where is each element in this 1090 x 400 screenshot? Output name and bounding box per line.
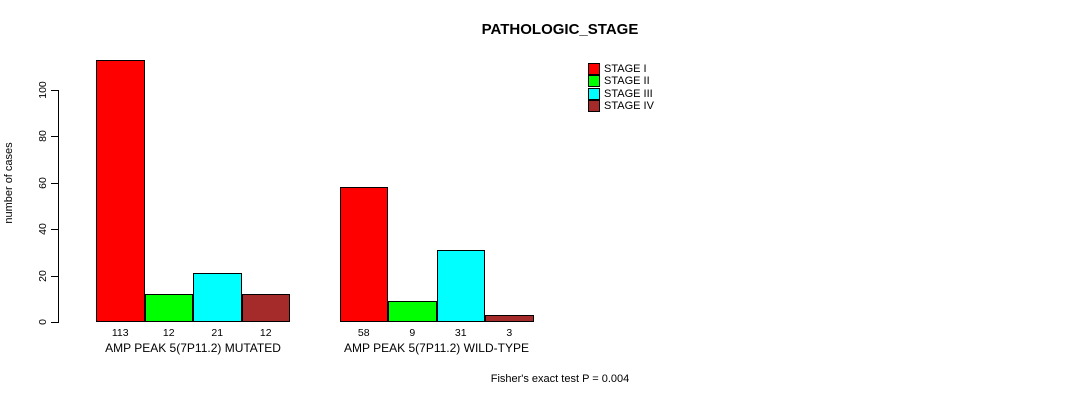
legend-label: STAGE II	[604, 75, 650, 88]
bar-value-label: 12	[162, 326, 175, 339]
bar-value-label: 58	[357, 326, 370, 339]
bar-value-label: 3	[506, 326, 513, 339]
category-label: AMP PEAK 5(7P11.2) WILD-TYPE	[344, 341, 529, 355]
y-tick-label: 0	[37, 319, 49, 325]
y-tick-label: 80	[37, 130, 49, 143]
bar-stage-i-group1	[96, 59, 145, 322]
y-tick-mark	[51, 90, 58, 91]
legend-swatch-icon	[588, 75, 600, 88]
y-axis-line	[58, 90, 59, 323]
legend-swatch-icon	[588, 63, 600, 75]
bar-value-label: 9	[409, 326, 416, 339]
legend-swatch-icon	[588, 99, 600, 112]
y-axis-label: number of cases	[3, 142, 15, 224]
y-tick-mark	[51, 322, 58, 323]
bar-stage-i-group2	[339, 187, 388, 322]
chart-title: PATHOLOGIC_STAGE	[481, 21, 639, 38]
bar-stage-iv-group2	[485, 315, 534, 322]
legend-label: STAGE IV	[604, 99, 654, 112]
y-tick-label: 60	[37, 176, 49, 189]
stat-annotation: Fisher's exact test P = 0.004	[490, 373, 630, 385]
y-tick-mark	[51, 182, 58, 184]
bar-stage-ii-group1	[144, 294, 193, 322]
category-label: AMP PEAK 5(7P11.2) MUTATED	[105, 341, 281, 355]
legend: STAGE I STAGE II STAGE III STAGE IV	[588, 63, 654, 112]
bar-stage-iii-group1	[193, 273, 242, 322]
bar-stage-iv-group1	[241, 294, 290, 322]
y-tick-mark	[51, 229, 58, 231]
bar-stage-ii-group2	[388, 301, 437, 322]
y-tick-mark	[51, 136, 58, 138]
bar-value-label: 113	[111, 326, 129, 339]
legend-row: STAGE III	[588, 87, 654, 100]
legend-row: STAGE II	[588, 75, 654, 88]
legend-row: STAGE IV	[588, 99, 654, 112]
bar-value-label: 31	[454, 326, 467, 339]
y-tick-label: 100	[37, 81, 49, 99]
legend-swatch-icon	[588, 87, 600, 100]
y-tick-mark	[51, 275, 58, 277]
y-tick-label: 40	[37, 223, 49, 236]
bar-value-label: 12	[259, 326, 272, 339]
bar-stage-iii-group2	[436, 250, 485, 322]
legend-row: STAGE I	[588, 63, 654, 75]
legend-label: STAGE III	[604, 87, 653, 100]
legend-label: STAGE I	[604, 63, 647, 75]
bar-value-label: 21	[211, 326, 224, 339]
y-tick-label: 20	[37, 269, 49, 282]
